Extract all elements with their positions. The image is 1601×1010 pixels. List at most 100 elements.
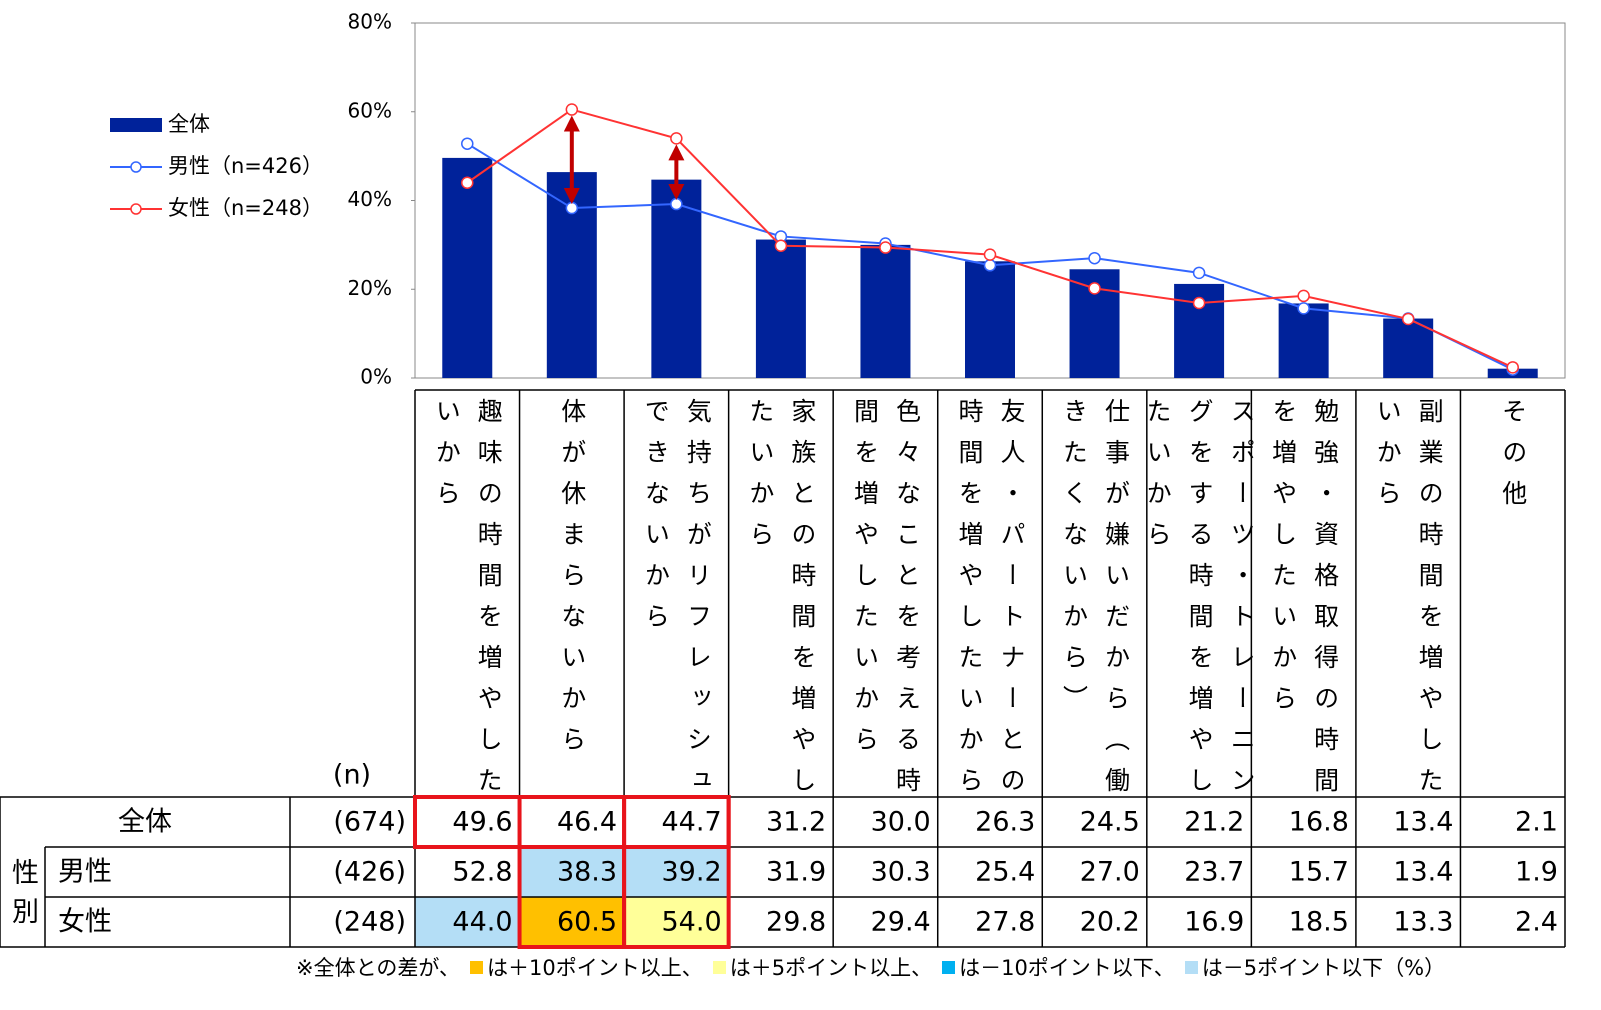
bar — [965, 261, 1015, 378]
bar — [442, 157, 493, 378]
category-cell: 体が休まらないから — [520, 398, 625, 810]
cell-value: 27.0 — [1080, 857, 1140, 888]
bar — [1278, 303, 1329, 378]
category-cell: 友人・パートナーとの時間を増やしたいから — [938, 398, 1043, 810]
note-suffix: （%） — [1383, 956, 1446, 980]
group-label: 性別 — [7, 858, 38, 936]
category-label: 色々なことを考える時間を増やしたいから — [850, 398, 922, 808]
legend-marker — [130, 203, 142, 215]
cell-highlight — [624, 897, 729, 947]
cell-value: 30.3 — [871, 857, 931, 888]
cell-value: 44.7 — [662, 807, 722, 838]
category-label: 勉強・資格取得の時間を増やしたいから — [1268, 398, 1340, 808]
y-tick-label: 80% — [348, 10, 392, 34]
cell-value: 2.1 — [1515, 807, 1558, 838]
bar — [1383, 318, 1434, 378]
cell-value: 29.4 — [871, 907, 931, 938]
note-swatch — [712, 960, 726, 974]
cell-value: 1.9 — [1515, 857, 1558, 888]
row-n: (674) — [333, 807, 406, 838]
marker — [774, 239, 788, 253]
marker — [1401, 312, 1415, 326]
y-tick-label: 0% — [360, 365, 392, 389]
category-label: 家族との時間を増やしたいから — [745, 398, 817, 808]
cell-highlight — [415, 897, 520, 947]
y-tick-label: 60% — [348, 98, 392, 122]
cell-value: 52.8 — [452, 857, 512, 888]
marker — [1506, 361, 1519, 374]
row-label: 全体 — [118, 807, 172, 838]
marker — [461, 176, 474, 189]
cell-highlight — [519, 847, 625, 897]
cell-value: 16.8 — [1289, 807, 1349, 838]
cell-value: 49.6 — [452, 807, 512, 838]
n-header: (n) — [333, 760, 371, 791]
cell-value: 54.0 — [662, 907, 722, 938]
cell-value: 18.5 — [1289, 907, 1349, 938]
marker — [565, 201, 579, 215]
cell-value: 15.7 — [1289, 857, 1349, 888]
cell-value: 13.4 — [1393, 807, 1453, 838]
note-text: は－5ポイント以下 — [1201, 956, 1384, 980]
cell-value: 31.9 — [766, 857, 826, 888]
marker — [565, 103, 579, 116]
row-n: (248) — [333, 907, 406, 938]
category-label: 友人・パートナーとの時間を増やしたいから — [954, 398, 1026, 808]
bar — [651, 179, 702, 378]
note-swatch — [1184, 960, 1198, 974]
marker — [461, 137, 474, 150]
category-label: 気持ちがリフレッシュできないから — [641, 398, 713, 808]
cell-value: 21.2 — [1184, 807, 1244, 838]
note-prefix: ※全体との差が、 — [296, 956, 460, 980]
category-cell: スポーツ・トレーニングをする時間を増やしたいから — [1143, 398, 1256, 810]
category-label: 副業の時間を増やしたいから — [1373, 398, 1445, 808]
category-cell: その他 — [1460, 398, 1565, 810]
legend-marker — [130, 161, 142, 173]
marker — [670, 197, 683, 211]
row-label: 女性 — [58, 907, 112, 938]
cell-value: 25.4 — [975, 857, 1035, 888]
note-swatch — [942, 960, 956, 974]
note-text: は－10ポイント以下、 — [959, 956, 1175, 980]
emphasis-box — [622, 795, 731, 949]
bar — [860, 244, 911, 378]
category-cell: 色々なことを考える時間を増やしたいから — [833, 398, 938, 810]
category-cell: 趣味の時間を増やしたいから — [415, 398, 520, 810]
cell-value: 30.0 — [871, 807, 931, 838]
legend-label: 女性（n=248） — [168, 196, 323, 220]
legend-label: 男性（n=426） — [168, 154, 323, 178]
marker — [1088, 282, 1101, 295]
cell-value: 31.2 — [766, 807, 826, 838]
y-tick-label: 40% — [348, 187, 392, 211]
cell-value: 44.0 — [452, 907, 512, 938]
y-tick-label: 20% — [348, 276, 392, 300]
footnote: ※全体との差が、 は＋10ポイント以上、 は＋5ポイント以上、 は－10ポイント以下、… — [296, 952, 1445, 982]
category-label: 仕事が嫌いだから（働きたくないから） — [1059, 398, 1131, 808]
cell-value: 13.4 — [1393, 857, 1453, 888]
row-n: (426) — [333, 857, 406, 888]
category-label: スポーツ・トレーニングをする時間を増やしたいから — [1143, 398, 1257, 808]
bar — [755, 239, 806, 378]
cell-value: 23.7 — [1184, 857, 1244, 888]
category-label: その他 — [1498, 398, 1528, 521]
marker — [983, 259, 997, 272]
cell-value: 39.2 — [662, 857, 722, 888]
cell-value: 29.8 — [766, 907, 826, 938]
legend-swatch — [110, 118, 162, 132]
cell-value: 20.2 — [1080, 907, 1140, 938]
marker — [1192, 296, 1206, 310]
row-label: 男性 — [58, 857, 112, 888]
note-text: は＋10ポイント以上、 — [486, 956, 703, 980]
legend-label: 全体 — [168, 112, 210, 136]
marker — [1297, 289, 1310, 303]
category-cell: 家族との時間を増やしたいから — [729, 398, 834, 810]
note-swatch — [469, 960, 483, 974]
marker — [879, 241, 892, 254]
cell-value: 2.4 — [1515, 907, 1558, 938]
marker — [670, 132, 683, 145]
marker — [1192, 266, 1206, 280]
cell-value: 60.5 — [557, 907, 617, 938]
cell-highlight — [624, 847, 729, 897]
